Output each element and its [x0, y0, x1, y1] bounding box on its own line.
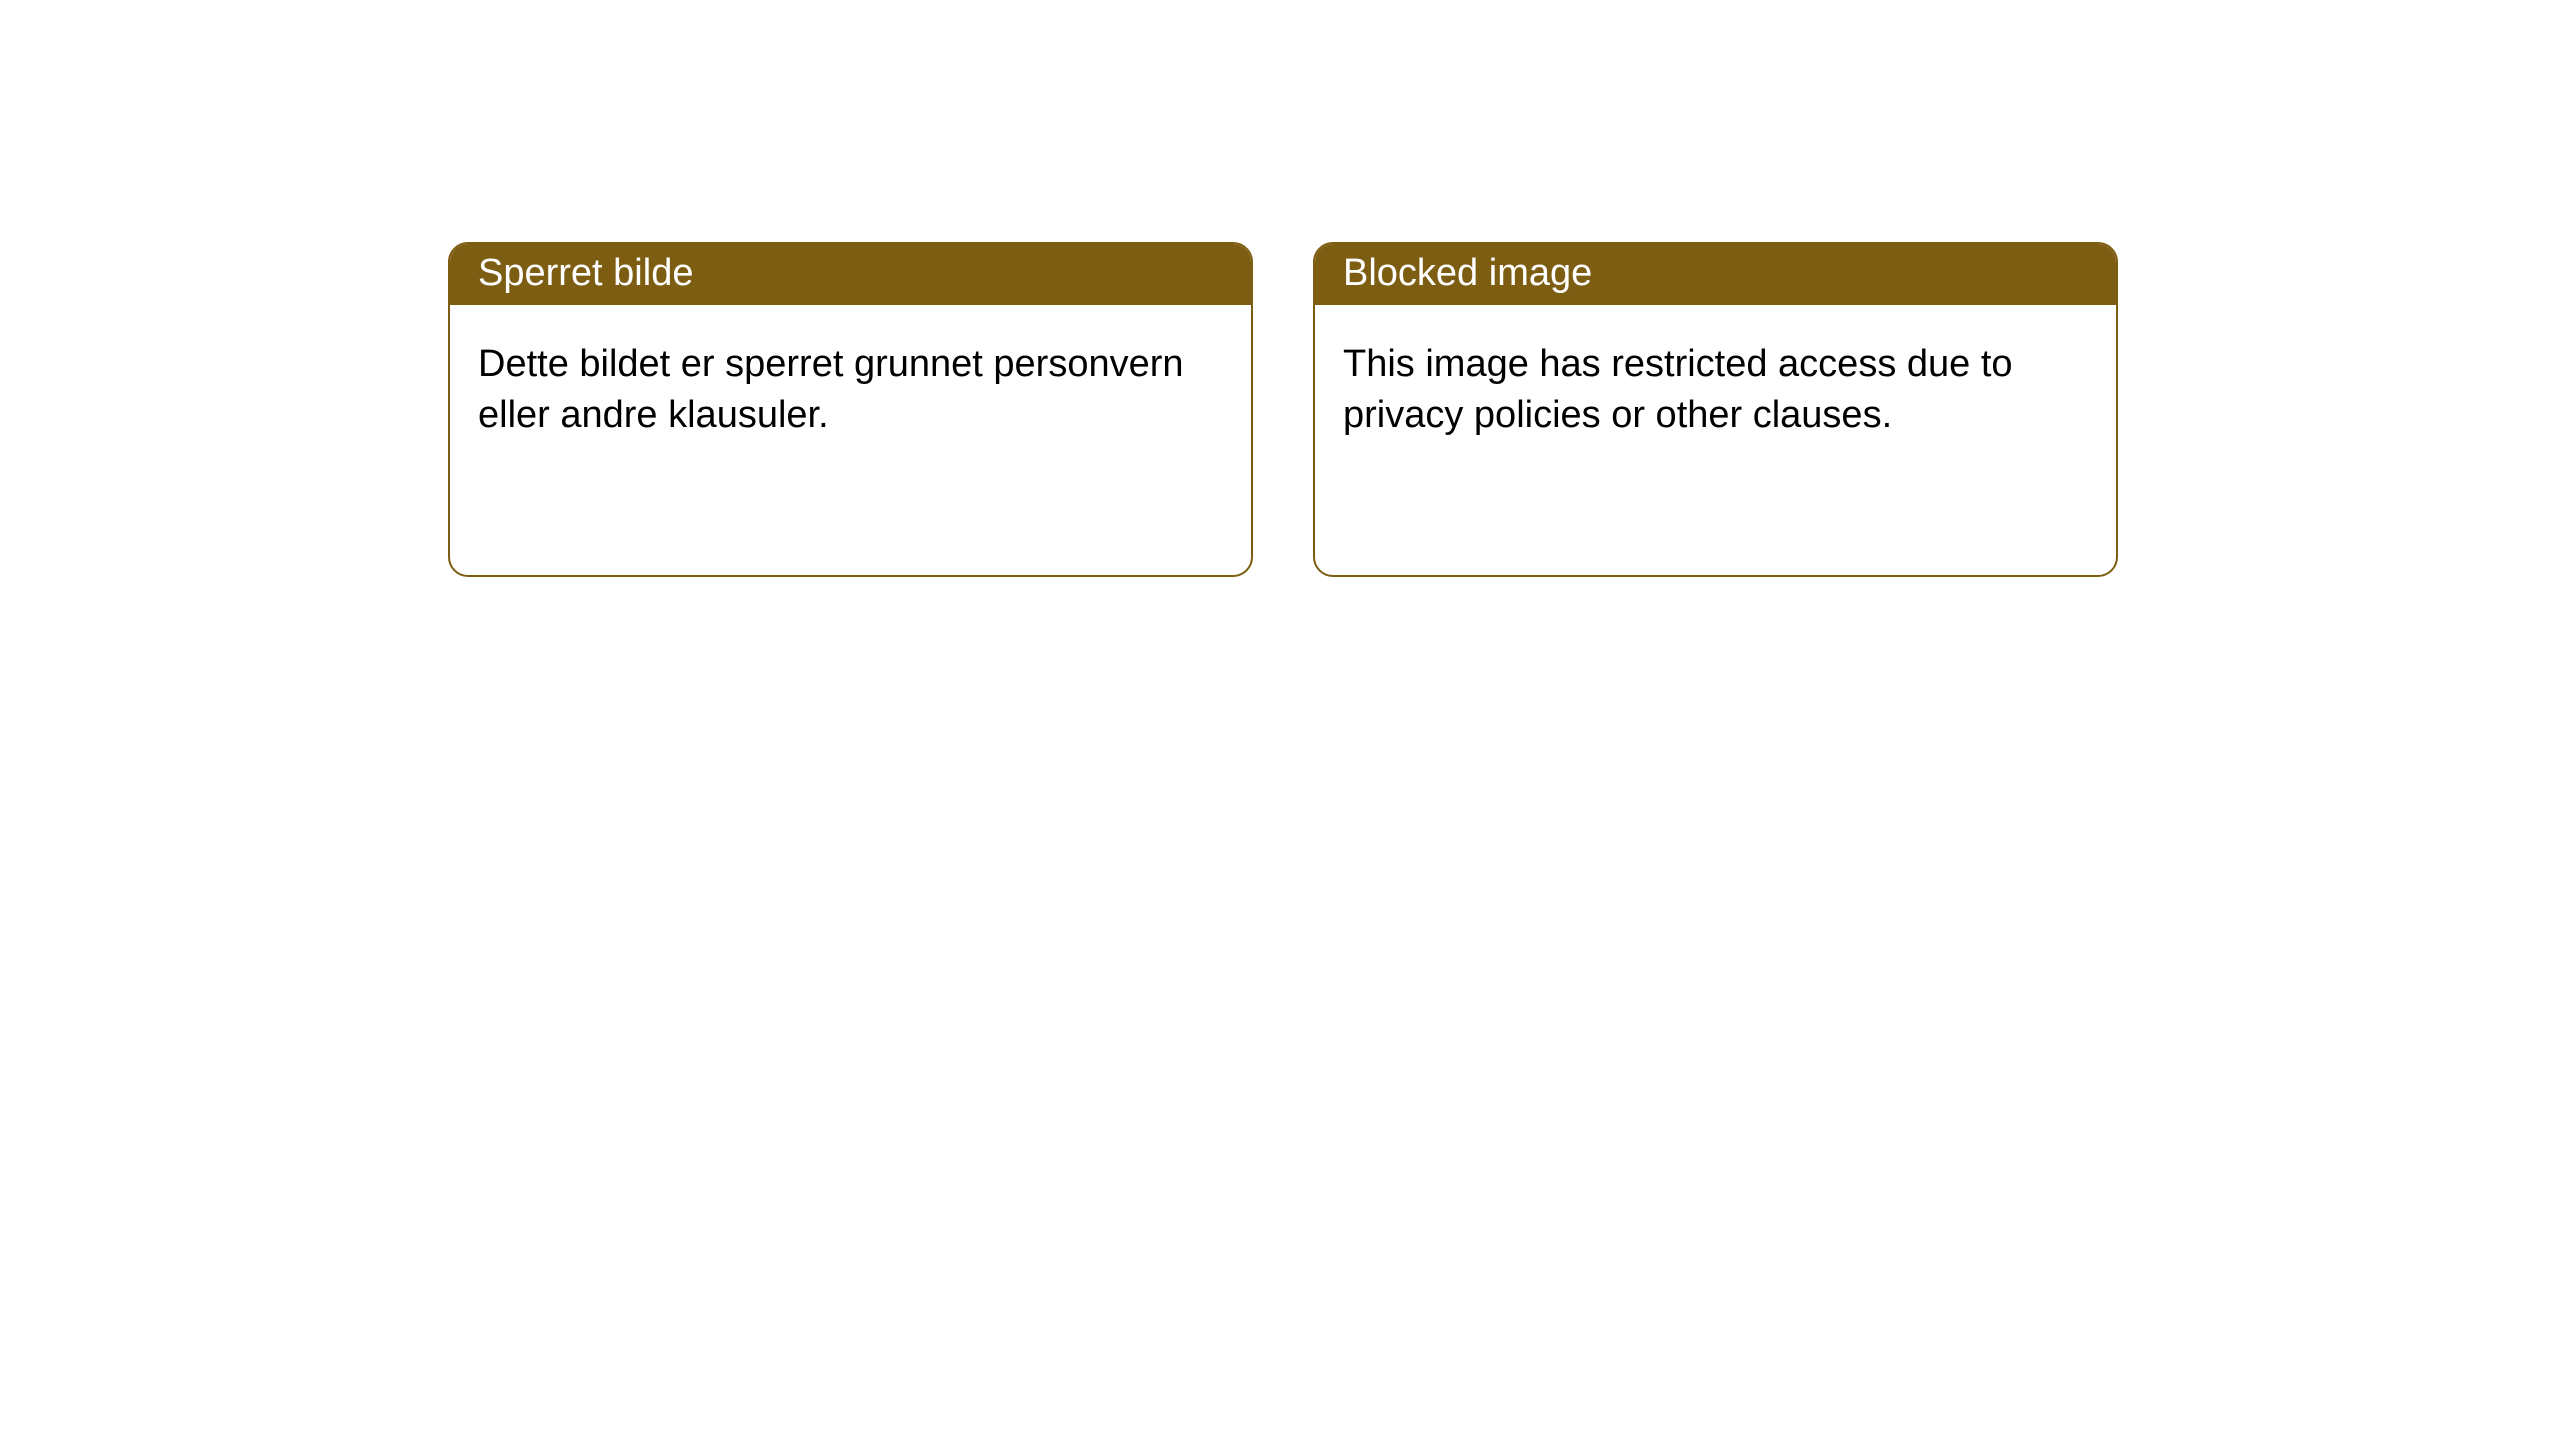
notice-card-english: Blocked image This image has restricted …	[1313, 242, 2118, 577]
notice-card-norwegian: Sperret bilde Dette bildet er sperret gr…	[448, 242, 1253, 577]
notice-body-text: This image has restricted access due to …	[1343, 343, 2013, 436]
notice-container: Sperret bilde Dette bildet er sperret gr…	[0, 0, 2560, 577]
notice-title: Blocked image	[1343, 252, 1592, 294]
notice-body: Dette bildet er sperret grunnet personve…	[450, 305, 1251, 476]
notice-header: Blocked image	[1315, 244, 2116, 305]
notice-body-text: Dette bildet er sperret grunnet personve…	[478, 343, 1184, 436]
notice-header: Sperret bilde	[450, 244, 1251, 305]
notice-title: Sperret bilde	[478, 252, 693, 294]
notice-body: This image has restricted access due to …	[1315, 305, 2116, 476]
